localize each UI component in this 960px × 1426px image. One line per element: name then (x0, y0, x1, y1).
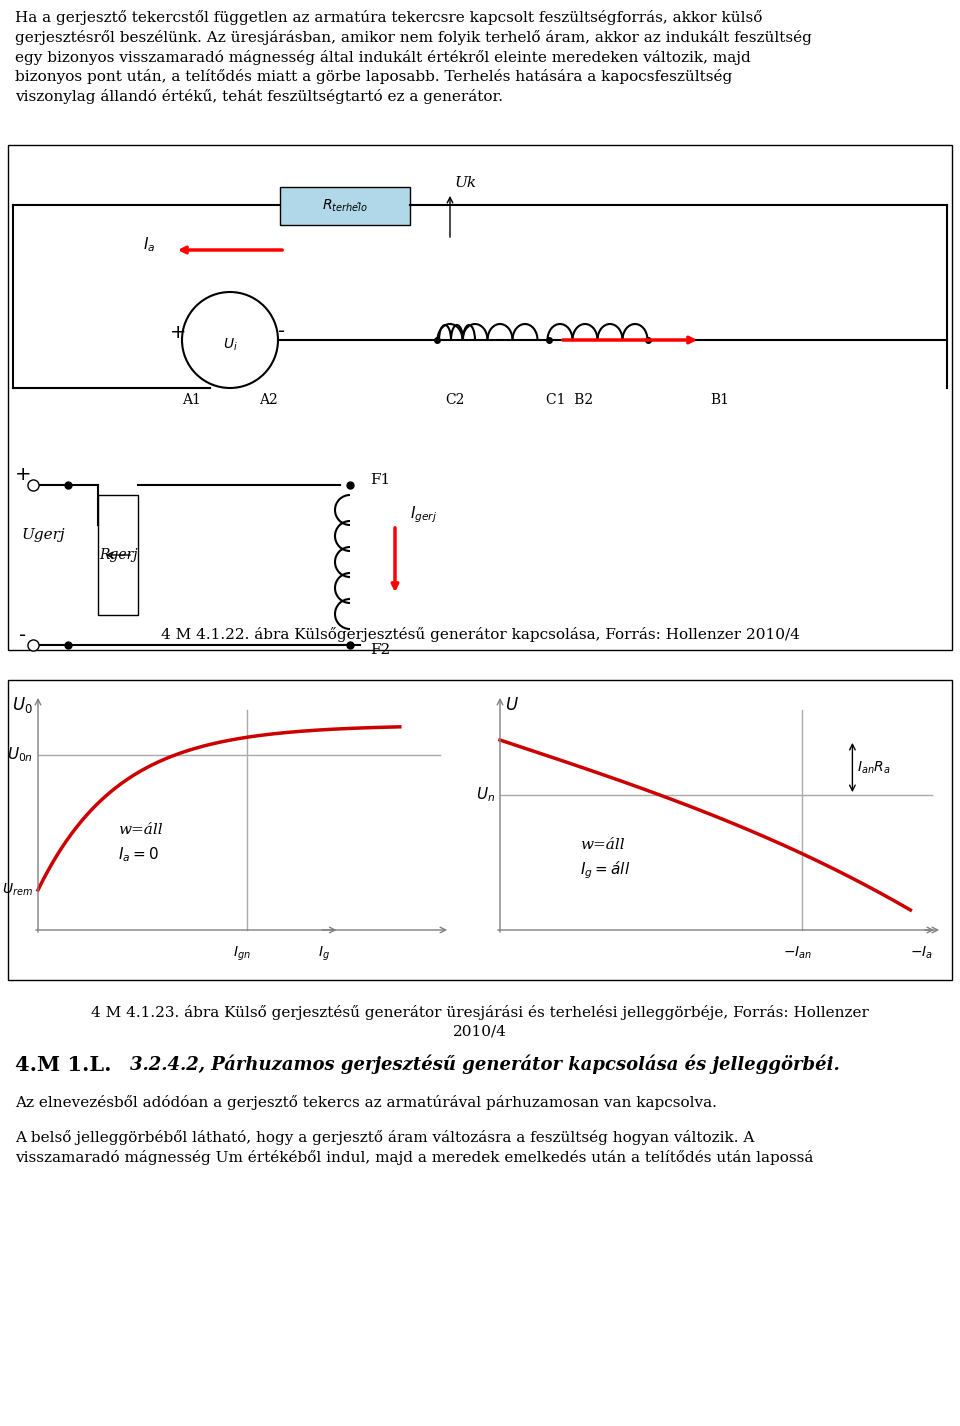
Text: $U_i$: $U_i$ (223, 337, 237, 354)
Text: $I_a=0$: $I_a=0$ (118, 846, 158, 864)
Text: -: - (19, 626, 27, 645)
Text: A belső jelleggörbéből látható, hogy a gerjesztő áram változásra a feszültség ho: A belső jelleggörbéből látható, hogy a g… (15, 1129, 813, 1165)
Text: $I_{gerj}$: $I_{gerj}$ (410, 505, 437, 525)
Bar (98, 495, 138, 615)
Bar (8, 145, 952, 650)
Text: 4.M 1.L.: 4.M 1.L. (15, 1055, 111, 1075)
Text: Ha a gerjesztő tekercstől független az armatúra tekercsre kapcsolt feszültségfor: Ha a gerjesztő tekercstől független az a… (15, 10, 812, 104)
Text: $I_{an}R_a$: $I_{an}R_a$ (857, 759, 891, 776)
Bar (280, 187, 410, 225)
Text: C1  B2: C1 B2 (546, 394, 593, 406)
Text: 4 M 4.1.23. ábra Külső gerjesztésű generátor üresjárási és terhelési jelleggörbé: 4 M 4.1.23. ábra Külső gerjesztésű gener… (91, 1005, 869, 1038)
Text: -: - (278, 322, 285, 341)
Text: $I_g=áll$: $I_g=áll$ (580, 860, 630, 881)
Bar (8, 680, 952, 980)
Text: $U_{0n}$: $U_{0n}$ (7, 746, 33, 764)
Text: $U$: $U$ (505, 696, 518, 713)
Text: w=áll: w=áll (118, 823, 162, 837)
Text: B1: B1 (710, 394, 730, 406)
Text: C2: C2 (445, 394, 465, 406)
Text: $U_{rem}$: $U_{rem}$ (2, 881, 33, 898)
Text: F1: F1 (370, 473, 391, 488)
Text: Uk: Uk (455, 175, 477, 190)
Text: 4 M 4.1.22. ábra Külsőgerjesztésű generátor kapcsolása, Forrás: Hollenzer 2010/4: 4 M 4.1.22. ábra Külsőgerjesztésű generá… (160, 627, 800, 643)
Text: $U_n$: $U_n$ (476, 786, 495, 804)
Text: $U_0$: $U_0$ (12, 694, 33, 714)
Text: $R_{terhel\H{o}}$: $R_{terhel\H{o}}$ (323, 198, 368, 214)
Text: F2: F2 (370, 643, 391, 657)
Text: $I_{gn}$: $I_{gn}$ (233, 945, 251, 964)
Text: 3.2.4.2, Párhuzamos gerjesztésű generátor kapcsolása és jelleggörbéi.: 3.2.4.2, Párhuzamos gerjesztésű generáto… (130, 1055, 840, 1075)
Text: $I_g$: $I_g$ (319, 945, 330, 964)
Text: $I_a$: $I_a$ (143, 235, 155, 254)
Text: $-I_a$: $-I_a$ (910, 945, 933, 961)
Text: A2: A2 (258, 394, 277, 406)
Text: A1: A1 (182, 394, 202, 406)
Text: Ugerj: Ugerj (21, 528, 65, 542)
Text: w=áll: w=áll (580, 838, 625, 851)
Text: $-I_{an}$: $-I_{an}$ (782, 945, 812, 961)
Text: Rgerj: Rgerj (99, 548, 137, 562)
Text: Az elnevezésből adódóan a gerjesztő tekercs az armatúrával párhuzamosan van kapc: Az elnevezésből adódóan a gerjesztő teke… (15, 1095, 717, 1109)
Text: +: + (170, 322, 186, 341)
Text: +: + (14, 465, 32, 485)
